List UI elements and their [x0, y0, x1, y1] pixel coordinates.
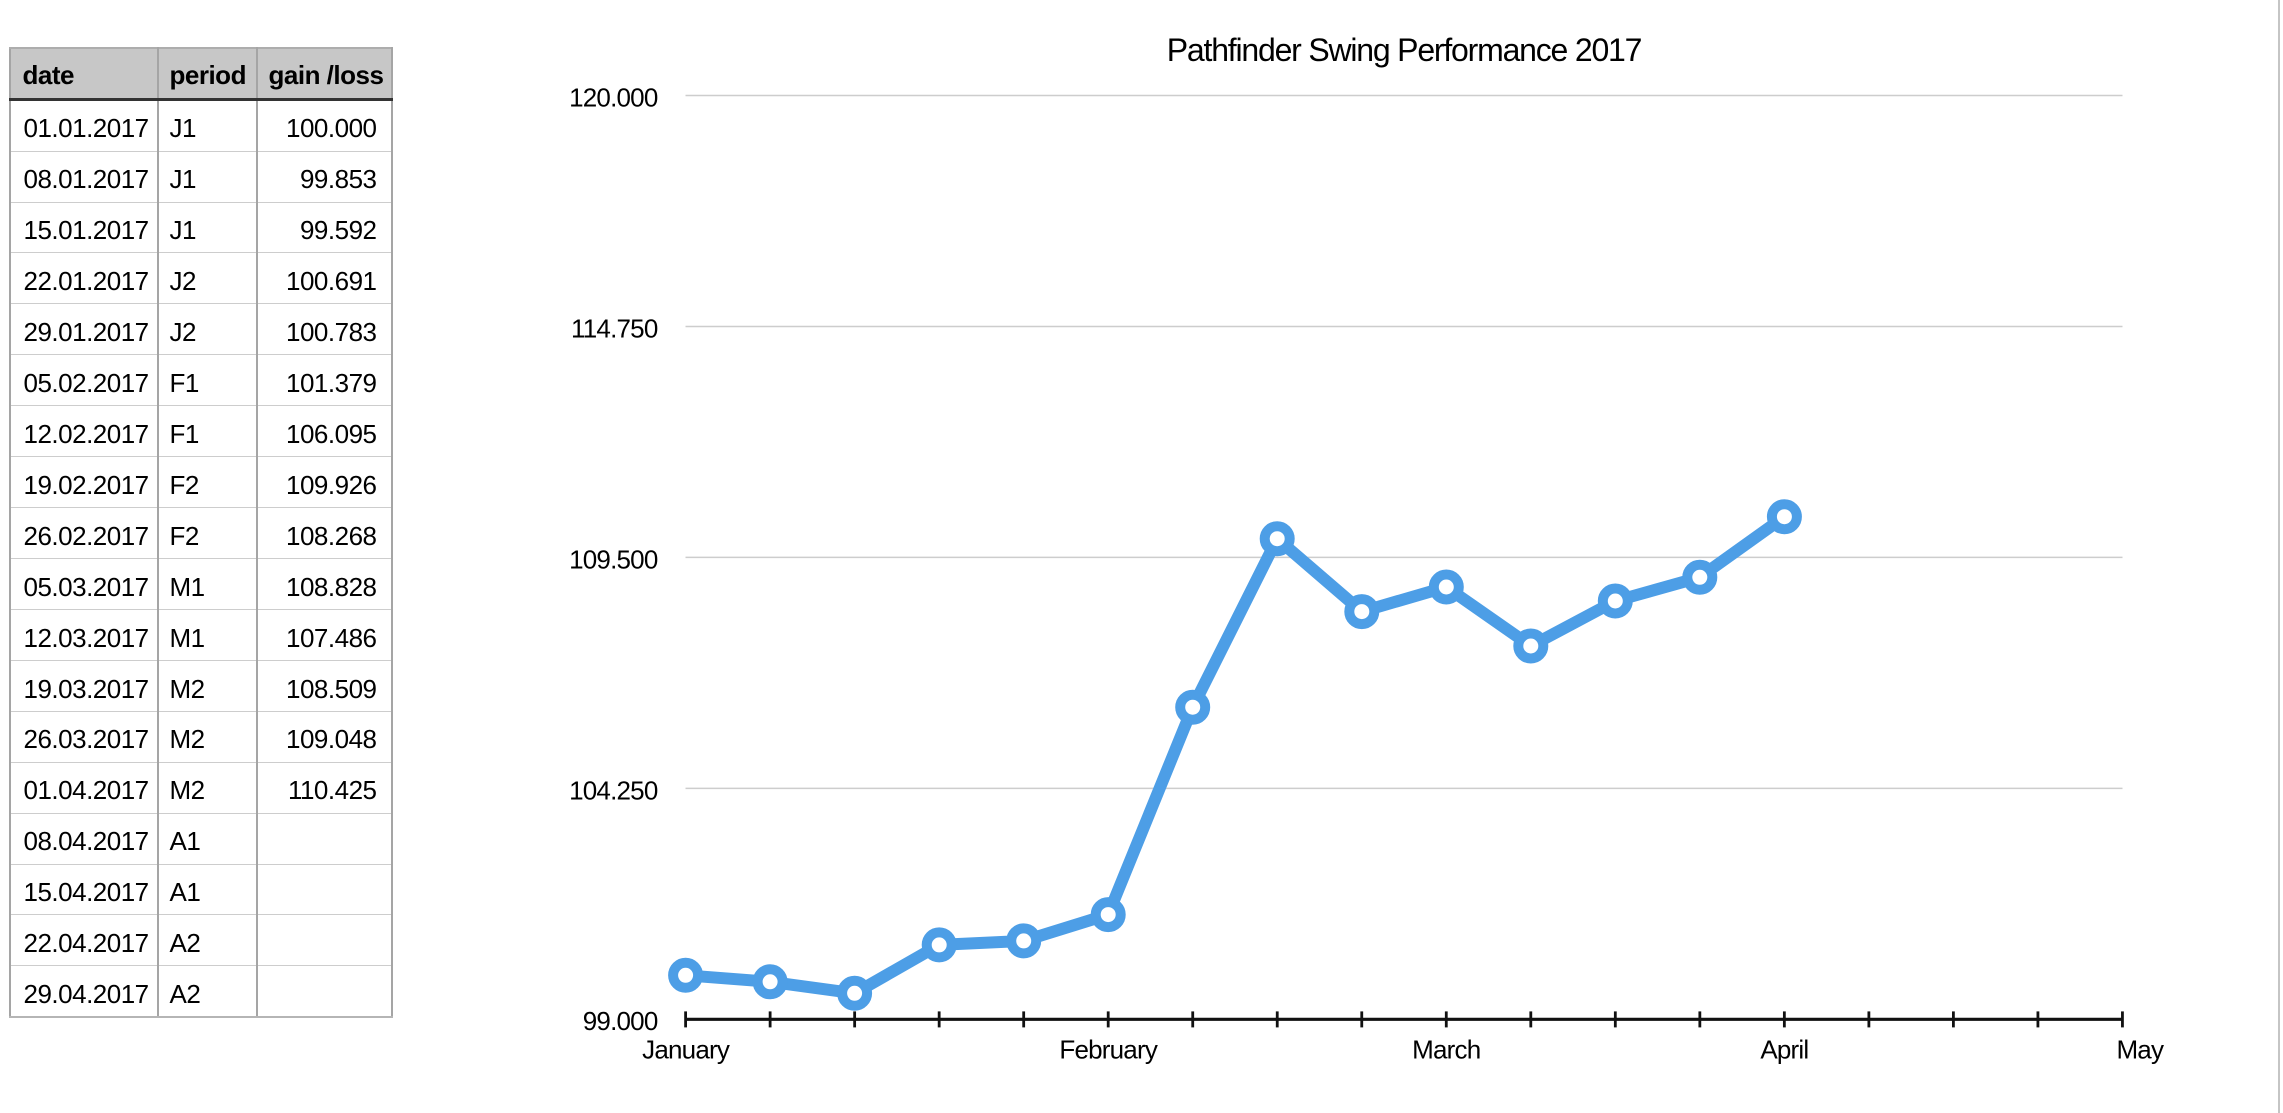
- svg-text:March: March: [1412, 1035, 1480, 1065]
- svg-text:109.500: 109.500: [569, 544, 658, 574]
- svg-text:104.250: 104.250: [569, 775, 658, 805]
- svg-text:120.000: 120.000: [569, 82, 658, 112]
- svg-text:April: April: [1760, 1035, 1808, 1065]
- svg-text:February: February: [1059, 1035, 1157, 1065]
- svg-text:99.000: 99.000: [583, 1006, 658, 1036]
- svg-text:114.750: 114.750: [571, 313, 658, 343]
- svg-text:May: May: [2116, 1035, 2164, 1065]
- svg-text:January: January: [642, 1035, 730, 1065]
